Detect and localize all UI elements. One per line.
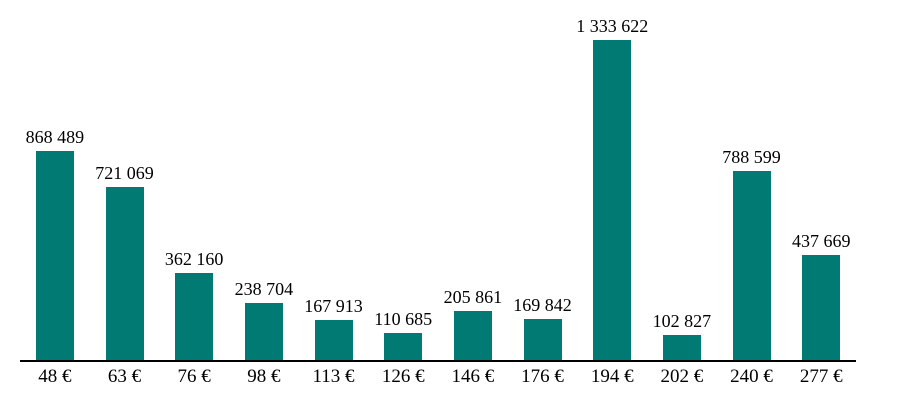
bar-value-label: 167 913 bbox=[304, 295, 363, 316]
bar-value-label: 868 489 bbox=[25, 127, 85, 148]
x-axis-tick-label: 146 € bbox=[451, 366, 495, 387]
bar bbox=[453, 310, 492, 360]
bar-value-label: 437 669 bbox=[791, 230, 851, 251]
bar-slot: 167 913 bbox=[299, 14, 369, 360]
bar bbox=[105, 186, 144, 360]
bar bbox=[523, 319, 562, 360]
bar bbox=[593, 39, 632, 360]
x-axis-tick-label: 240 € bbox=[730, 366, 773, 387]
bar bbox=[314, 319, 353, 360]
bar bbox=[35, 151, 74, 360]
x-axis-tick-label: 113 € bbox=[312, 366, 355, 387]
x-axis-tick-label: 63 € bbox=[107, 366, 142, 387]
bar-value-label: 362 160 bbox=[164, 248, 224, 269]
bar bbox=[732, 170, 771, 360]
bar-value-label: 102 827 bbox=[652, 311, 712, 332]
bar bbox=[662, 335, 701, 360]
x-axis-labels: 48 € 63 € 76 € 98 € 113 € 126 € 146 € 176 € 194 … bbox=[20, 366, 856, 389]
bar-slot: 788 599 bbox=[717, 14, 787, 360]
bar-slot: 1 333 622 bbox=[576, 14, 649, 360]
bar bbox=[244, 302, 283, 360]
x-axis-tick-label: 126 € bbox=[381, 366, 425, 387]
bar-value-label: 721 069 bbox=[95, 162, 154, 183]
x-axis-tick-label: 277 € bbox=[799, 366, 843, 387]
bar bbox=[802, 254, 841, 360]
bar-slot: 205 861 bbox=[438, 14, 508, 360]
bar-value-label: 205 861 bbox=[443, 286, 503, 307]
bar-slot: 721 069 bbox=[90, 14, 160, 360]
bar-value-label: 238 704 bbox=[234, 278, 294, 299]
bar-slot: 362 160 bbox=[159, 14, 229, 360]
x-axis-tick-label: 202 € bbox=[660, 366, 704, 387]
bar-slot: 110 685 bbox=[368, 14, 438, 360]
bar-value-label: 788 599 bbox=[722, 146, 781, 167]
x-axis-tick-label: 194 € bbox=[590, 366, 634, 387]
bar bbox=[384, 333, 423, 360]
bar-value-label: 1 333 622 bbox=[576, 15, 649, 36]
bar-slot: 437 669 bbox=[786, 14, 856, 360]
x-axis-tick-label: 48 € bbox=[38, 366, 72, 387]
bar-slot: 169 842 bbox=[508, 14, 578, 360]
bar-slot: 868 489 bbox=[20, 14, 90, 360]
bar-slot: 238 704 bbox=[229, 14, 299, 360]
x-axis-tick-label: 176 € bbox=[521, 366, 564, 387]
bar-value-label: 169 842 bbox=[513, 295, 572, 316]
plot-area: 868 489 721 069 362 160 238 704 167 913 110 6… bbox=[20, 14, 856, 362]
x-axis-tick-label: 76 € bbox=[177, 366, 211, 387]
x-axis-tick-label: 98 € bbox=[247, 366, 281, 387]
bar bbox=[175, 272, 214, 360]
bar-slot: 102 827 bbox=[647, 14, 717, 360]
bar-value-label: 110 685 bbox=[374, 309, 433, 330]
